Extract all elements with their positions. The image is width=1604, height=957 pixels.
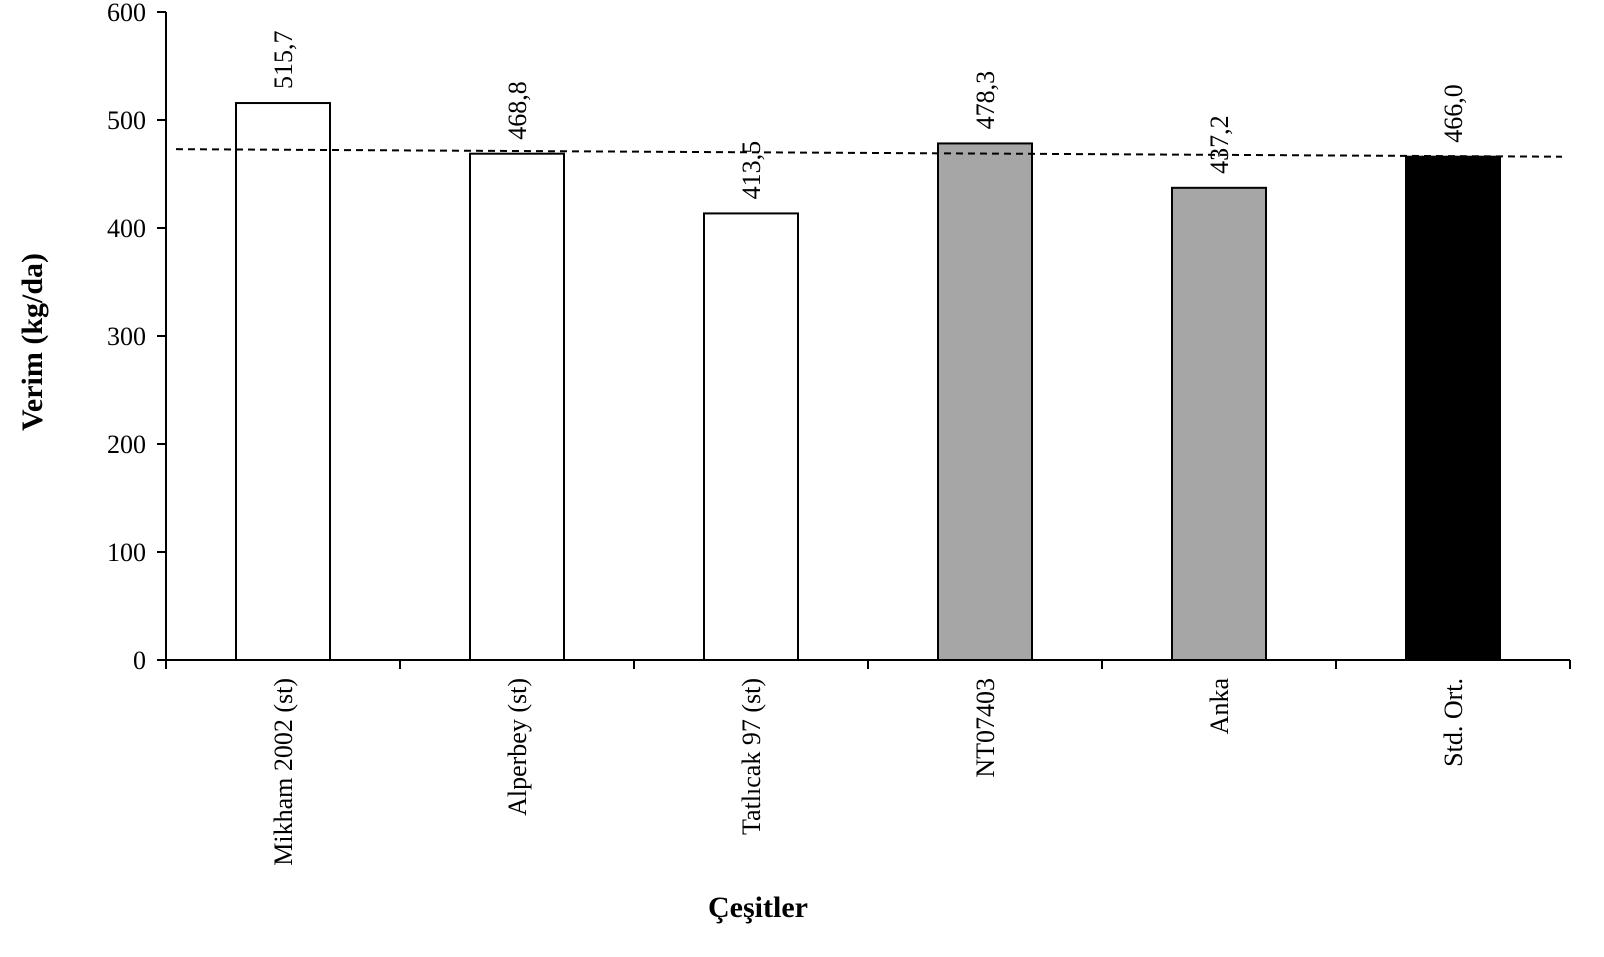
category-label: Std. Ort. (1439, 678, 1468, 767)
bar (235, 102, 331, 661)
value-labels: 515,7 468,8 413,5 478,3 437,2 466,0 (269, 31, 1468, 200)
x-ticks (165, 660, 1571, 669)
y-tick-label: 100 (107, 538, 146, 567)
bar-value-label: 468,8 (503, 81, 532, 140)
bar (703, 212, 799, 661)
category-label: NT07403 (971, 678, 1000, 778)
bar (937, 142, 1033, 662)
y-tick-label: 200 (107, 430, 146, 459)
y-tick-label: 500 (107, 106, 146, 135)
bar-value-label: 413,5 (737, 141, 766, 200)
y-tick-label: 600 (107, 0, 146, 27)
bar-value-label: 437,2 (1205, 115, 1234, 174)
bars (235, 102, 1501, 662)
category-label: Tatlıcak 97 (st) (737, 678, 766, 835)
bar-value-label: 466,0 (1439, 84, 1468, 143)
bar (1405, 155, 1501, 661)
category-label: Anka (1205, 678, 1234, 735)
y-tick-label: 300 (107, 322, 146, 351)
y-ticks: 0 100 200 300 400 500 600 (107, 0, 166, 675)
average-reference-line (175, 148, 1563, 158)
category-labels: Mikham 2002 (st) Alperbey (st) Tatlıcak 97… (269, 678, 1468, 866)
x-axis-title: Çeşitler (708, 891, 808, 924)
bar-value-label: 515,7 (269, 31, 298, 90)
bar-value-label: 478,3 (971, 71, 1000, 130)
y-tick-label: 0 (133, 646, 146, 675)
y-axis-title: Verim (kg/da) (16, 253, 49, 431)
y-tick-label: 400 (107, 214, 146, 243)
category-label: Alperbey (st) (503, 678, 532, 816)
axes (165, 12, 1570, 661)
bar (469, 152, 565, 661)
bar (1171, 186, 1267, 661)
category-label: Mikham 2002 (st) (269, 678, 298, 866)
